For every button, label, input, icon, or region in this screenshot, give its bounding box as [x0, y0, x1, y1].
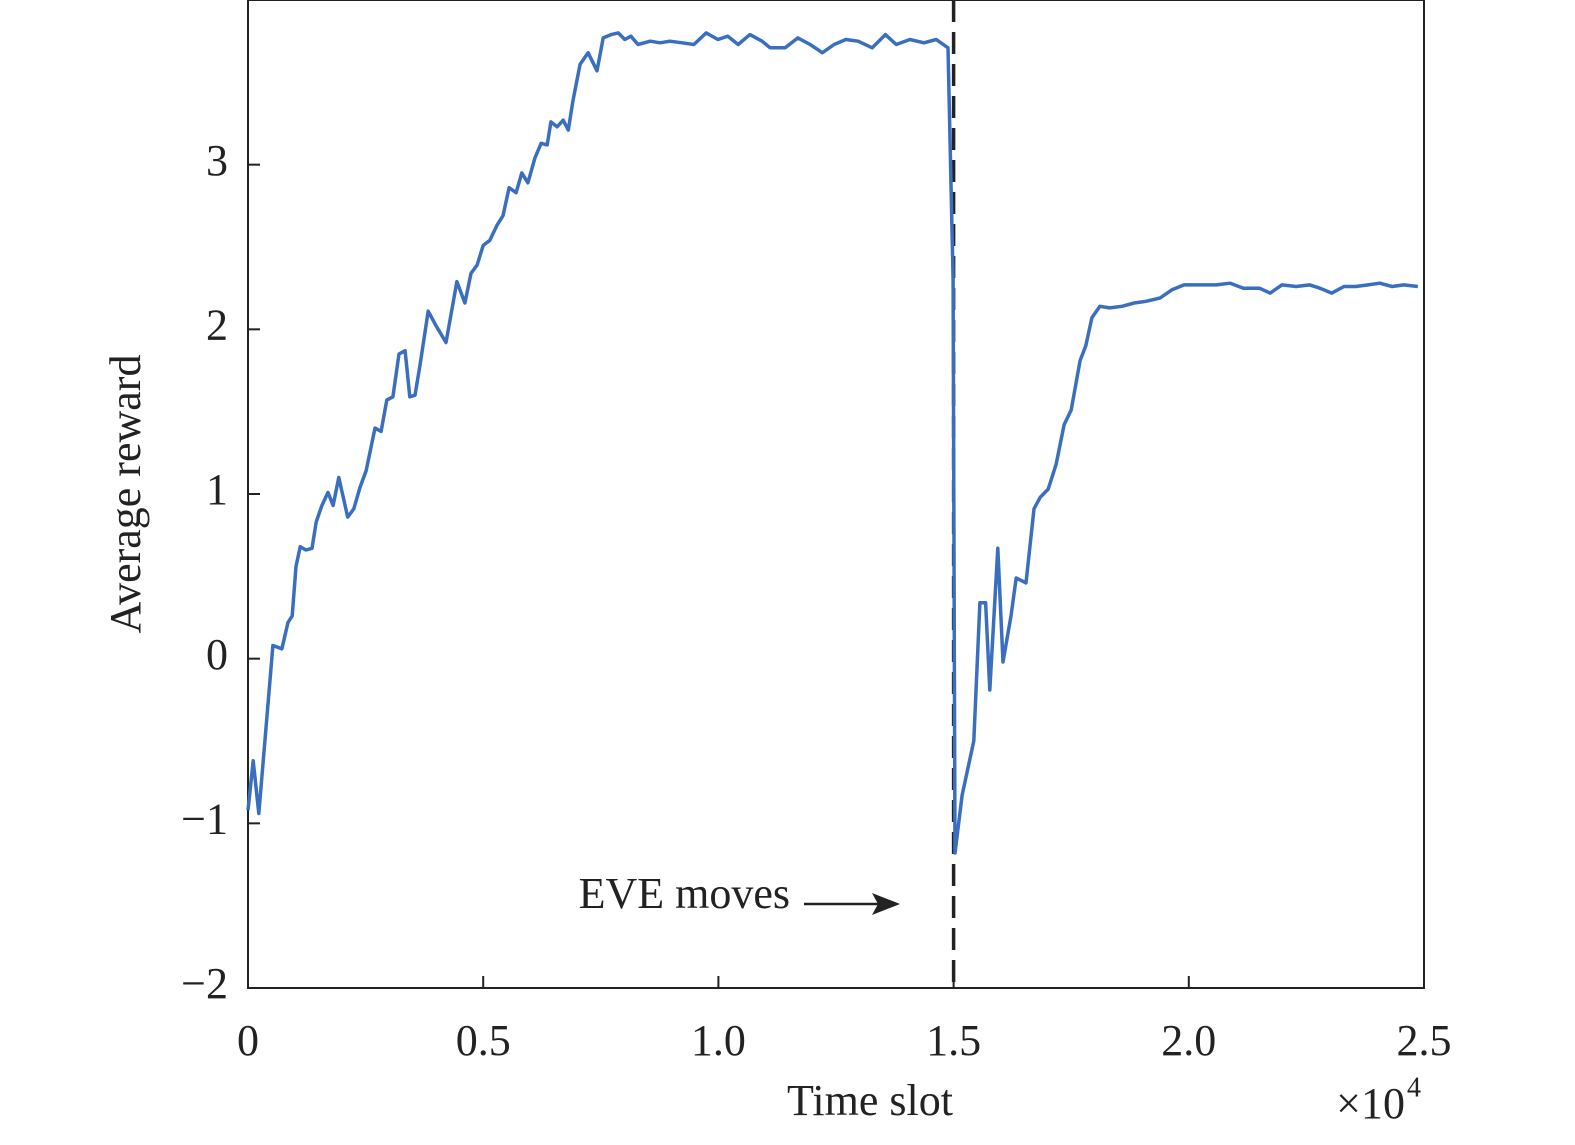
x-tick-label: 1.5 — [926, 1016, 981, 1065]
y-tick-label: 3 — [206, 136, 228, 185]
plot-frame — [247, 0, 1425, 989]
y-tick-label: −1 — [181, 794, 228, 843]
y-tick-label: 1 — [206, 465, 228, 514]
x-tick-label: 0.5 — [456, 1016, 511, 1065]
x-tick-label: 1.0 — [691, 1016, 746, 1065]
y-tick-label: 2 — [206, 300, 228, 349]
y-tick-label: −2 — [181, 959, 228, 1008]
x-axis-label: Time slot — [787, 1076, 953, 1125]
annotation-arrowhead — [872, 893, 900, 915]
data-line — [246, 31, 1419, 855]
x-multiplier: ×10 — [1336, 1079, 1405, 1128]
y-tick-label: 0 — [206, 630, 228, 679]
x-tick-label: 2.0 — [1161, 1016, 1216, 1065]
x-tick-label: 2.5 — [1397, 1016, 1452, 1065]
x-tick-label: 0 — [237, 1016, 259, 1065]
x-multiplier-exponent: 4 — [1407, 1072, 1421, 1103]
annotation: EVE moves — [579, 869, 790, 918]
y-axis-label: Average reward — [101, 355, 150, 634]
